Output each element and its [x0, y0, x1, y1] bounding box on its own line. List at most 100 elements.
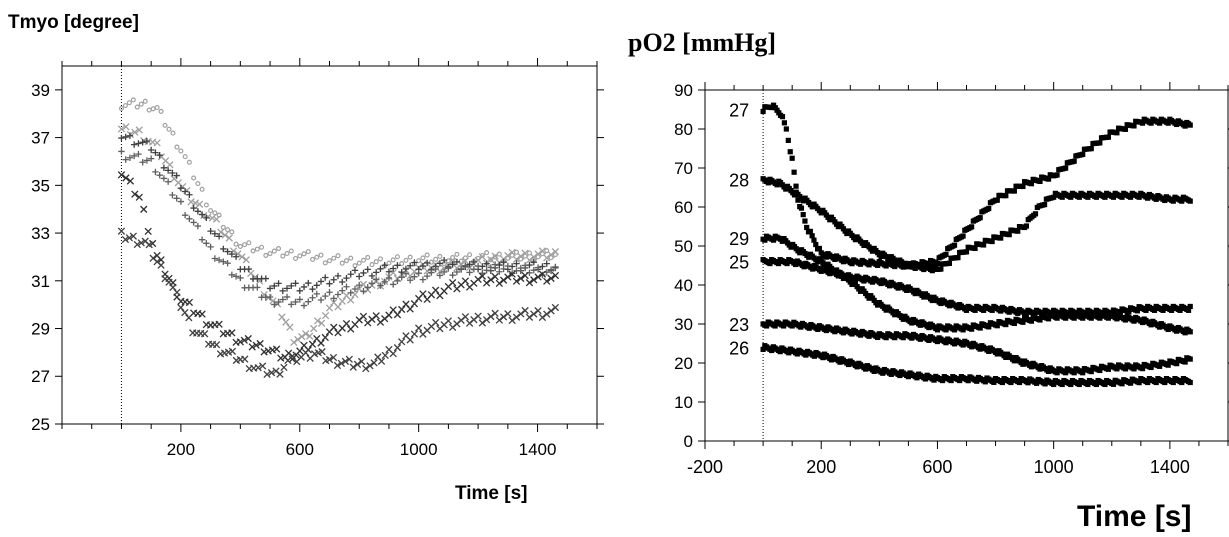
- data-point: [317, 339, 325, 347]
- data-point: [360, 288, 367, 295]
- data-point: [504, 262, 512, 270]
- data-point: [424, 252, 430, 258]
- data-point: [1003, 321, 1009, 328]
- data-point: [774, 182, 780, 188]
- data-point: [372, 312, 380, 320]
- data-point: [342, 319, 351, 328]
- data-point: [496, 268, 503, 275]
- data-point: [517, 264, 525, 272]
- data-point: [544, 248, 550, 254]
- data-point: [436, 260, 444, 267]
- data-point: [1045, 316, 1052, 322]
- data-point: [1139, 366, 1146, 372]
- data-point: [215, 233, 223, 240]
- data-point: [972, 307, 978, 313]
- data-point: [394, 254, 400, 260]
- data-point: [1068, 381, 1074, 388]
- data-point: [244, 334, 252, 343]
- data-point: [869, 248, 876, 254]
- data-point: [263, 370, 271, 379]
- data-point: [118, 148, 125, 155]
- data-point: [866, 262, 872, 268]
- data-point: [305, 279, 312, 287]
- data-point: [398, 274, 405, 281]
- data-point: [1040, 311, 1047, 317]
- data-point: [292, 280, 299, 287]
- data-point: [1145, 379, 1151, 386]
- data-point: [539, 263, 546, 270]
- data-point: [333, 361, 342, 370]
- data-point: [416, 258, 422, 264]
- data-point: [762, 237, 768, 243]
- data-point: [781, 323, 787, 329]
- data-point: [351, 267, 359, 274]
- data-point: [228, 329, 236, 337]
- data-point: [283, 293, 291, 301]
- data-point: [411, 259, 418, 266]
- data-point: [444, 317, 453, 325]
- data-point: [262, 275, 270, 282]
- data-point: [130, 97, 136, 103]
- data-point: [548, 255, 554, 261]
- temperature-chart: Tmyo [degree] 200 600 1000 1400 25 27 29 31 33 35…: [0, 0, 610, 537]
- data-point: [143, 157, 151, 164]
- data-point: [538, 247, 547, 255]
- data-point: [131, 128, 139, 136]
- data-point: [840, 259, 847, 265]
- data-point: [343, 283, 350, 290]
- data-point: [972, 245, 978, 252]
- data-point: [415, 269, 422, 277]
- data-point: [173, 172, 180, 179]
- data-point: [994, 351, 1000, 357]
- data-point: [233, 241, 239, 247]
- data-point: [130, 152, 138, 160]
- data-point: [1105, 315, 1111, 321]
- data-point: [1165, 362, 1171, 368]
- data-point: [353, 360, 362, 368]
- data-point: [892, 335, 898, 341]
- data-point: [334, 291, 342, 298]
- data-point: [347, 289, 354, 297]
- data-point: [266, 285, 274, 292]
- data-point: [1023, 223, 1030, 229]
- data-point: [534, 250, 542, 258]
- y-tick-label: 35: [31, 176, 50, 195]
- data-point: [278, 313, 286, 321]
- data-point: [181, 188, 189, 195]
- data-point: [308, 340, 317, 348]
- data-point: [381, 262, 388, 269]
- data-point: [135, 140, 142, 147]
- data-point: [955, 254, 961, 261]
- data-point: [854, 364, 860, 370]
- data-point: [1028, 318, 1035, 324]
- data-point: [126, 132, 134, 139]
- data-point: [458, 258, 464, 264]
- data-point: [791, 192, 798, 198]
- data-point: [801, 264, 807, 270]
- data-point: [339, 260, 345, 266]
- data-point: [150, 106, 156, 112]
- data-point: [322, 292, 329, 300]
- data-point: [1028, 364, 1035, 370]
- data-point: [512, 313, 521, 321]
- data-point: [337, 359, 346, 368]
- data-point: [963, 307, 970, 313]
- data-point: [543, 254, 551, 262]
- data-point: [840, 330, 847, 336]
- data-point: [499, 276, 508, 284]
- data-point: [122, 156, 129, 163]
- data-point: [1182, 330, 1188, 336]
- data-point: [423, 259, 431, 267]
- data-point: [552, 263, 559, 271]
- data-point: [1134, 308, 1141, 314]
- data-point: [190, 219, 197, 226]
- y-tick-label: 40: [674, 276, 693, 295]
- data-point: [276, 246, 282, 252]
- data-point: [921, 266, 927, 273]
- data-point: [1074, 311, 1081, 317]
- data-point: [338, 297, 346, 305]
- data-point: [450, 255, 456, 261]
- data-point: [237, 243, 243, 249]
- series-label: 28: [729, 171, 749, 191]
- y-tick-label: 10: [674, 393, 693, 412]
